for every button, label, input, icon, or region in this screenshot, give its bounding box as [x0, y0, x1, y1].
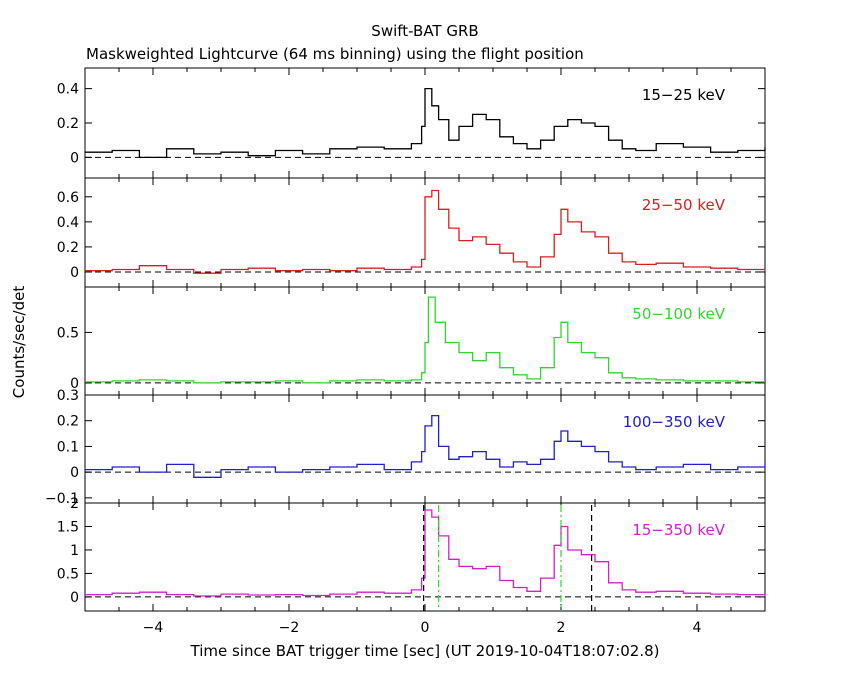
x-tick-label: 0	[421, 620, 430, 636]
panel-3: 0 0.5 50−100 keV	[57, 286, 766, 396]
panel-label: 15−25 keV	[642, 86, 726, 104]
y-tick-label: 0.5	[57, 566, 79, 582]
y-tick-label: 0.4	[57, 215, 79, 231]
y-tick-label: 0.5	[57, 325, 79, 341]
y-tick-label: 0.6	[57, 190, 79, 206]
y-tick-label: 1.5	[57, 519, 79, 535]
chart-title: Swift-BAT GRB	[371, 22, 478, 40]
y-tick-label: 0	[70, 590, 79, 606]
x-axis-label: Time since BAT trigger time [sec] (UT 20…	[190, 642, 660, 660]
y-tick-label: 0	[70, 376, 79, 392]
y-tick-label: 0.3	[57, 388, 79, 404]
x-tick-label: −4	[143, 620, 164, 636]
y-tick-label: 2	[70, 496, 79, 512]
y-tick-label: 1	[70, 543, 79, 559]
y-tick-label: 0.1	[57, 439, 79, 455]
y-tick-label: 0.4	[57, 82, 79, 98]
panel-label: 15−350 keV	[632, 521, 725, 539]
y-tick-label: 0.2	[57, 414, 79, 430]
panel-label: 25−50 keV	[642, 196, 726, 214]
y-axis-label: Counts/sec/det	[10, 286, 28, 399]
panel-label: 50−100 keV	[632, 305, 725, 323]
panel-1: 0 0.2 0.4 15−25 keV	[57, 67, 766, 179]
panel-label: 100−350 keV	[623, 413, 726, 431]
x-tick-label: 4	[693, 620, 702, 636]
chart-subtitle: Maskweighted Lightcurve (64 ms binning) …	[86, 45, 584, 63]
y-tick-label: 0	[70, 465, 79, 481]
series-line	[85, 87, 766, 159]
x-tick-label: −2	[279, 620, 300, 636]
panel-5: 0 0.5 1 1.5 2 15−350 keV	[57, 496, 766, 612]
panels-group: 0 0.2 0.4 15−25 keV 0 0.2 0.4 0.6 25−50 keV 0 0.5 5…	[45, 67, 766, 636]
series-line	[85, 296, 765, 384]
y-tick-label: 0	[70, 265, 79, 281]
series-line	[85, 414, 766, 478]
x-tick-label: 2	[557, 620, 566, 636]
y-tick-label: 0.2	[57, 240, 79, 256]
y-tick-label: 0.2	[57, 116, 79, 132]
series-line	[85, 189, 766, 274]
series-line	[85, 509, 766, 597]
y-tick-label: 0	[70, 150, 79, 166]
y-tick-label: −0.1	[45, 491, 79, 507]
